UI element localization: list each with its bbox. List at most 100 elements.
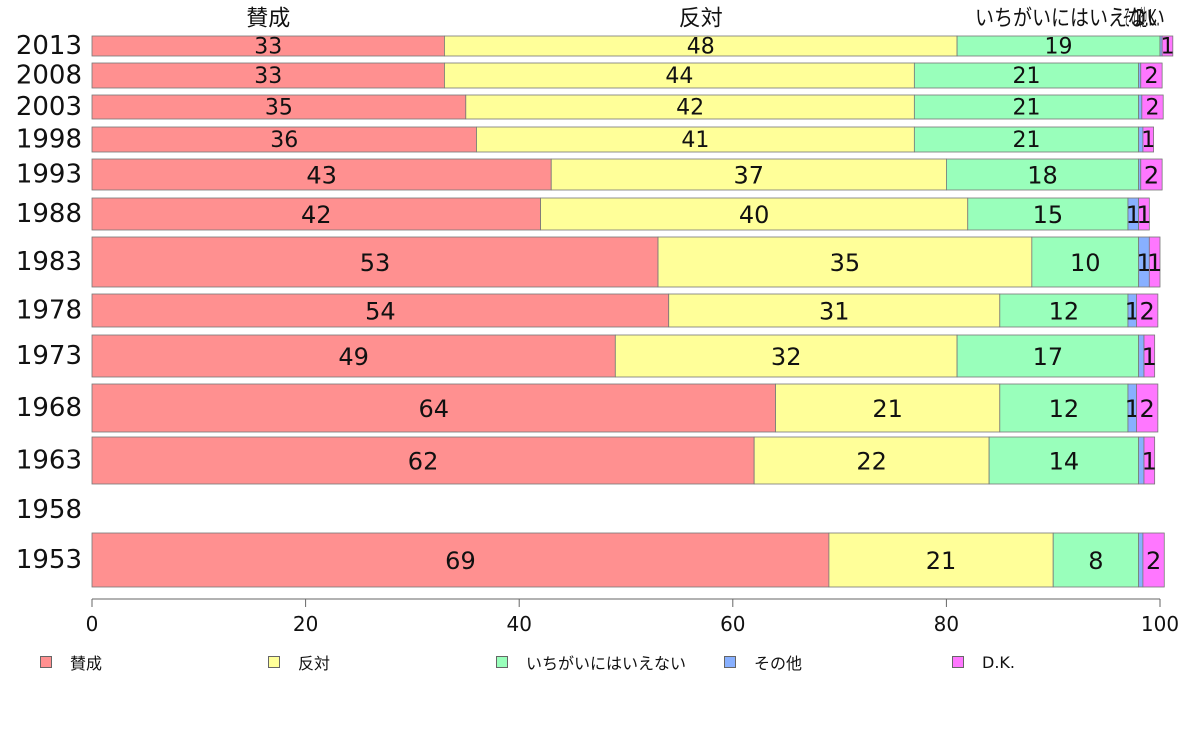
data-label-ichigai-1998: 21 — [1013, 128, 1041, 153]
data-label-dk-1983: 1 — [1147, 249, 1162, 277]
bar-dk-1973 — [1143, 334, 1156, 378]
data-label-hantai-1978: 31 — [819, 298, 850, 326]
bar-sansei-1978 — [91, 293, 670, 328]
data-label-dk-1993: 2 — [1144, 162, 1159, 190]
data-label-hantai-2003: 42 — [676, 96, 704, 121]
bar-sansei-1968 — [91, 383, 776, 433]
bar-dk-1968 — [1136, 383, 1159, 433]
column-header-sonota: その他 — [1123, 7, 1147, 32]
bar-hantai-1968 — [775, 383, 1001, 433]
bar-ichigai-1978 — [999, 293, 1129, 328]
data-label-ichigai-2013: 19 — [1045, 35, 1073, 60]
year-label-2008: 2008 — [16, 61, 82, 91]
data-label-hantai-2013: 48 — [687, 35, 715, 60]
data-label-dk-1963: 1 — [1142, 448, 1157, 476]
legend-label-ichigai: いちがいにはいえない — [526, 654, 687, 673]
data-label-hantai-1998: 41 — [681, 128, 709, 153]
column-header-sansei: 賛成 — [246, 7, 290, 32]
bar-dk-2013 — [1161, 35, 1174, 57]
bar-dk-1953 — [1142, 532, 1165, 588]
legend-item-ichigai: いちがいにはいえない — [496, 650, 686, 674]
column-header-dk: D.K. — [1136, 7, 1160, 32]
year-label-1998: 1998 — [16, 125, 82, 155]
data-label-dk-1988: 1 — [1136, 201, 1151, 229]
bar-hantai-1973 — [614, 334, 958, 378]
x-tick-label-0: 0 — [86, 612, 99, 636]
bar-sansei-1993 — [91, 158, 552, 191]
year-label-1953: 1953 — [16, 545, 82, 575]
legend-item-sansei: 賛成 — [40, 650, 102, 674]
bar-ichigai-1973 — [956, 334, 1140, 378]
data-label-sansei-1988: 42 — [301, 201, 332, 229]
data-label-sansei-2003: 35 — [265, 96, 293, 121]
bar-sansei-1983 — [91, 236, 659, 288]
bar-hantai-1978 — [668, 293, 1001, 328]
bar-ichigai-2003 — [913, 94, 1140, 120]
x-tick-label-60: 60 — [720, 612, 745, 636]
data-label-sansei-2008: 33 — [254, 64, 282, 89]
data-label-dk-1953: 2 — [1146, 547, 1161, 575]
year-label-1978: 1978 — [16, 296, 82, 326]
legend-item-hantai: 反対 — [268, 650, 330, 674]
data-label-sansei-1983: 53 — [360, 249, 391, 277]
data-label-sansei-1998: 36 — [270, 128, 298, 153]
bar-dk-1983 — [1148, 236, 1161, 288]
data-label-dk-1978: 2 — [1140, 298, 1155, 326]
data-label-hantai-1993: 37 — [734, 162, 765, 190]
bar-sonota-2003 — [1138, 94, 1143, 120]
year-label-1968: 1968 — [16, 393, 82, 423]
data-label-sansei-1953: 69 — [445, 547, 476, 575]
bar-hantai-1993 — [550, 158, 947, 191]
x-tick-label-40: 40 — [506, 612, 531, 636]
bar-dk-1988 — [1138, 197, 1150, 231]
data-label-sansei-1978: 54 — [365, 298, 396, 326]
legend-label-hantai: 反対 — [298, 654, 331, 673]
year-label-1973: 1973 — [16, 341, 82, 371]
year-label-1963: 1963 — [16, 446, 82, 476]
data-label-ichigai-1968: 12 — [1049, 395, 1080, 423]
legend-label-dk: D.K. — [982, 652, 1015, 672]
year-label-1958: 1958 — [16, 495, 82, 525]
bar-ichigai-1993 — [946, 158, 1140, 191]
data-label-hantai-1968: 21 — [872, 395, 903, 423]
x-axis: 0 20 40 60 80 100 — [86, 598, 1179, 636]
bar-ichigai-1963 — [988, 436, 1140, 485]
legend-swatch-dk — [952, 656, 964, 668]
data-label-dk-2008: 2 — [1144, 64, 1158, 89]
data-label-sonota-1988: 1 — [1126, 201, 1141, 229]
data-label-dk-1973: 1 — [1142, 343, 1157, 371]
bar-dk-2008 — [1140, 62, 1163, 89]
data-label-ichigai-2008: 21 — [1013, 64, 1041, 89]
data-label-ichigai-1993: 18 — [1027, 162, 1058, 190]
bar-hantai-2008 — [444, 62, 915, 89]
data-label-ichigai-1963: 14 — [1049, 448, 1080, 476]
bar-dk-1998 — [1142, 126, 1154, 153]
bar-ichigai-1988 — [967, 197, 1129, 231]
bar-hantai-2003 — [465, 94, 915, 120]
bar-hantai-1963 — [753, 436, 990, 485]
bar-sansei-1988 — [91, 197, 541, 231]
bar-sansei-1953 — [91, 532, 830, 588]
legend-item-sonota: その他 — [724, 650, 802, 674]
year-label-1988: 1988 — [16, 199, 82, 229]
year-label-2013: 2013 — [16, 31, 82, 61]
bar-sansei-1998 — [91, 126, 477, 153]
data-label-sonota-1978: 1 — [1125, 298, 1140, 326]
bar-hantai-1988 — [540, 197, 969, 231]
column-header-hantai: 反対 — [679, 7, 723, 32]
legend-label-sansei: 賛成 — [70, 654, 103, 673]
data-label-dk-1968: 2 — [1140, 395, 1155, 423]
data-label-hantai-1963: 22 — [856, 448, 887, 476]
bar-dk-1963 — [1143, 436, 1156, 485]
legend-swatch-ichigai — [496, 656, 508, 668]
data-label-hantai-1988: 40 — [739, 201, 770, 229]
x-tick-label-20: 20 — [293, 612, 318, 636]
data-label-hantai-1953: 21 — [926, 547, 957, 575]
data-label-ichigai-2003: 21 — [1013, 96, 1041, 121]
legend-swatch-sonota — [724, 656, 736, 668]
legend: 賛成 反対 いちがいにはいえない その他 D.K. — [0, 650, 1188, 674]
year-label-1983: 1983 — [16, 247, 82, 277]
column-header-ichigai: いちがいにはいえない — [975, 7, 1165, 32]
